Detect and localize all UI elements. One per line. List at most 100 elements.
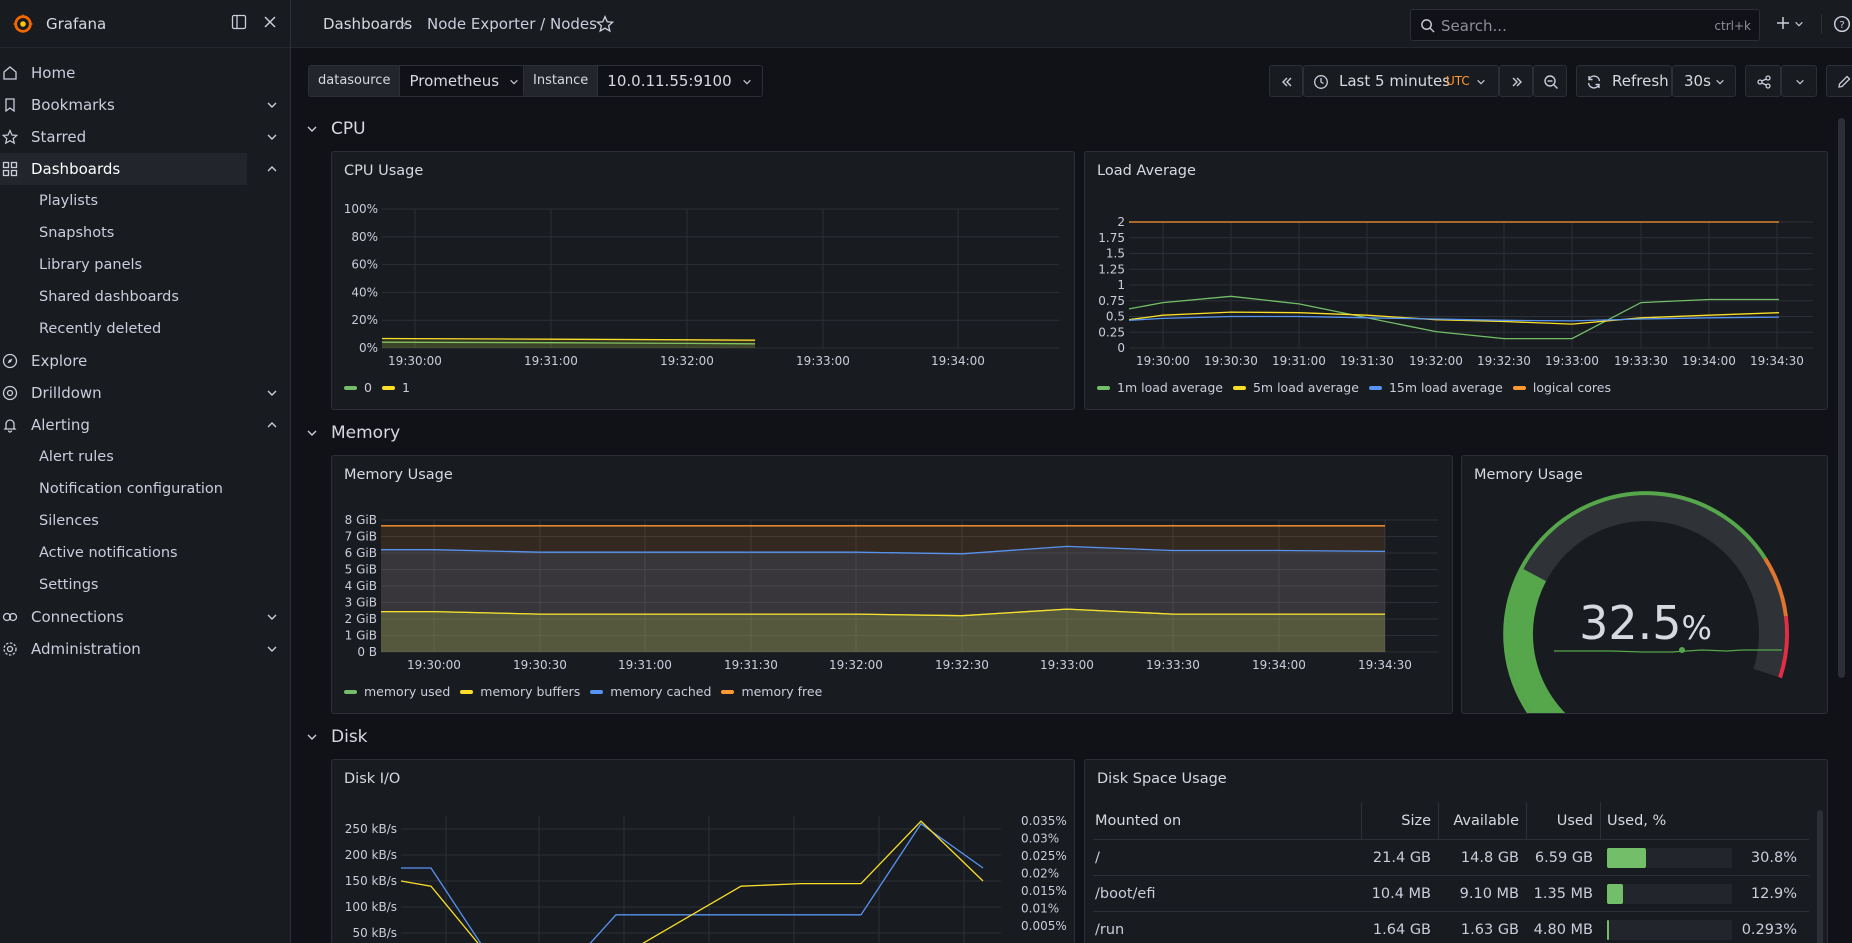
nav-sub-shared-dashboards[interactable]: Shared dashboards <box>0 281 290 313</box>
nav-sub-active-notifications[interactable]: Active notifications <box>0 537 290 569</box>
column-header-used[interactable]: Used <box>1556 813 1593 829</box>
chevron-down-icon[interactable] <box>1794 19 1804 29</box>
time-range-picker[interactable]: Last 5 minutes UTC <box>1303 65 1499 97</box>
share-button[interactable] <box>1745 65 1781 97</box>
legend-item[interactable]: 1 <box>381 380 410 395</box>
edit-button[interactable] <box>1826 65 1852 97</box>
panel-load-average[interactable]: Load Average 2 1.75 1.5 1.25 1 0.75 0.5 0.25 0 19… <box>1084 151 1828 410</box>
chevron-down-icon[interactable] <box>266 387 278 399</box>
chevron-down-icon <box>510 79 518 85</box>
series-line-memory-used-area <box>381 609 1385 652</box>
legend-item[interactable]: memory buffers <box>460 684 580 699</box>
series-line-memory-buffers <box>381 608 1385 617</box>
legend-item[interactable]: 15m load average <box>1368 380 1503 395</box>
share-dropdown-button[interactable] <box>1781 65 1817 97</box>
timezone-badge: UTC <box>1446 74 1470 88</box>
legend-item[interactable]: 0 <box>344 380 372 395</box>
nav-label: Explore <box>31 352 88 370</box>
chevron-down-icon[interactable] <box>266 131 278 143</box>
nav-item-bookmarks[interactable]: Bookmarks <box>0 89 290 121</box>
chevron-up-icon[interactable] <box>266 419 278 431</box>
nav-sub-playlists[interactable]: Playlists <box>0 185 290 217</box>
gauge-threshold-red <box>1778 616 1790 679</box>
breadcrumb-current: Node Exporter / Nodes <box>427 15 597 33</box>
mark-favorite-star-icon[interactable] <box>596 15 614 33</box>
x-tick-label: 19:31:00 <box>1272 354 1326 368</box>
datasource-select[interactable]: Prometheus <box>400 66 530 96</box>
legend-item[interactable]: memory cached <box>590 684 711 699</box>
zoom-out-button[interactable] <box>1533 65 1567 97</box>
chevron-up-icon[interactable] <box>266 163 278 175</box>
page-scrollbar[interactable] <box>1838 118 1845 678</box>
x-tick-label: 19:32:00 <box>829 658 883 672</box>
nav-sub-settings[interactable]: Settings <box>0 569 290 601</box>
refresh-interval-picker[interactable]: 30s <box>1672 65 1736 97</box>
y-tick-label: 150 kB/s <box>345 874 397 888</box>
y-tick-label: 5 GiB <box>345 563 377 577</box>
chevron-down-icon[interactable] <box>266 643 278 655</box>
section-cpu[interactable]: CPU <box>306 118 366 140</box>
table-scrollbar[interactable] <box>1817 810 1823 943</box>
section-disk[interactable]: Disk <box>306 726 368 748</box>
chevron-down-icon[interactable] <box>266 611 278 623</box>
legend-item[interactable]: memory free <box>721 684 822 699</box>
cell-available: 14.8 GB <box>1460 850 1519 866</box>
close-menu-icon[interactable] <box>262 14 278 30</box>
column-header-used-pct[interactable]: Used, % <box>1607 813 1667 829</box>
legend-label: 5m load average <box>1252 380 1359 395</box>
instance-select[interactable]: 10.0.11.55:9100 <box>598 66 762 96</box>
panel-memory-usage-gauge[interactable]: Memory Usage 32.5% <box>1461 455 1828 714</box>
nav-sub-library-panels[interactable]: Library panels <box>0 249 290 281</box>
dock-menu-icon[interactable] <box>231 14 247 30</box>
nav-item-connections[interactable]: Connections <box>0 601 290 633</box>
y-tick-label: 8 GiB <box>345 513 377 527</box>
nav-item-administration[interactable]: Administration <box>0 633 290 665</box>
nav-sub-alert-rules[interactable]: Alert rules <box>0 441 290 473</box>
load-average-chart[interactable]: 2 1.75 1.51.25 1 0.75 0.50.25 0 19:30:00 19:30:3… <box>1085 152 1828 410</box>
nav-item-starred[interactable]: Starred <box>0 121 290 153</box>
grafana-logo-icon[interactable] <box>12 13 34 35</box>
column-separator <box>1361 802 1362 840</box>
x-tick-label: 19:32:30 <box>1477 354 1531 368</box>
pen-icon <box>1838 75 1851 88</box>
datasource-variable[interactable]: datasource Prometheus <box>308 65 531 97</box>
help-icon[interactable]: ? <box>1833 15 1851 33</box>
nav-sub-recently-deleted[interactable]: Recently deleted <box>0 313 290 345</box>
gauge-sparkline-point <box>1679 647 1685 653</box>
panel-cpu-usage[interactable]: CPU Usage 100% 80% 60% 40% 20% 0% 19:30:00 19:3… <box>331 151 1075 410</box>
legend-item[interactable]: 5m load average <box>1232 380 1359 395</box>
time-shift-back-button[interactable] <box>1269 65 1303 97</box>
panel-disk-space-usage[interactable]: Disk Space Usage Mounted on Size Availab… <box>1084 759 1828 943</box>
nav-sub-notification-configuration[interactable]: Notification configuration <box>0 473 290 505</box>
nav-item-home[interactable]: Home <box>0 57 290 89</box>
nav-sub-silences[interactable]: Silences <box>0 505 290 537</box>
nav-item-dashboards[interactable]: Dashboards <box>0 153 282 185</box>
column-header-mounted-on[interactable]: Mounted on <box>1095 813 1182 829</box>
section-memory[interactable]: Memory <box>306 422 400 444</box>
legend-item[interactable]: logical cores <box>1512 380 1611 395</box>
refresh-button[interactable]: Refresh <box>1576 65 1672 97</box>
memory-usage-chart[interactable]: 8 GiB 7 GiB 6 GiB 5 GiB 4 GiB 3 GiB 2 GiB 1 GiB… <box>332 456 1453 714</box>
chevron-down-icon[interactable] <box>266 99 278 111</box>
panel-disk-io[interactable]: Disk I/O 250 kB/s 200 kB/s 150 kB/s 100 kB/… <box>331 759 1075 943</box>
nav-sub-snapshots[interactable]: Snapshots <box>0 217 290 249</box>
legend-item[interactable]: memory used <box>344 684 450 699</box>
usage-bar <box>1607 848 1732 868</box>
column-header-available[interactable]: Available <box>1453 813 1519 829</box>
y-tick-label: 250 kB/s <box>345 822 397 836</box>
nav-item-alerting[interactable]: Alerting <box>0 409 290 441</box>
panel-memory-usage-timeseries[interactable]: Memory Usage 8 GiB 7 GiB 6 GiB 5 GiB 4 GiB 3 … <box>331 455 1453 714</box>
time-shift-forward-button[interactable] <box>1499 65 1533 97</box>
column-header-size[interactable]: Size <box>1401 813 1431 829</box>
series-line-memory-cached-area <box>381 546 1385 652</box>
nav-item-drilldown[interactable]: Drilldown <box>0 377 290 409</box>
legend-item[interactable]: 1m load average <box>1097 380 1223 395</box>
svg-text:?: ? <box>1839 20 1844 31</box>
disk-io-chart[interactable]: 250 kB/s 200 kB/s 150 kB/s 100 kB/s 50 kB/s 0… <box>332 760 1075 943</box>
plus-icon[interactable] <box>1775 15 1791 31</box>
instance-variable[interactable]: Instance 10.0.11.55:9100 <box>523 65 763 97</box>
breadcrumb-dashboards[interactable]: Dashboards <box>323 15 413 33</box>
cpu-usage-chart[interactable]: 100% 80% 60% 40% 20% 0% 19:30:00 19:31:00 19:32:… <box>332 152 1075 410</box>
search-input[interactable]: Search... ctrl+k <box>1410 9 1760 41</box>
nav-item-explore[interactable]: Explore <box>0 345 290 377</box>
